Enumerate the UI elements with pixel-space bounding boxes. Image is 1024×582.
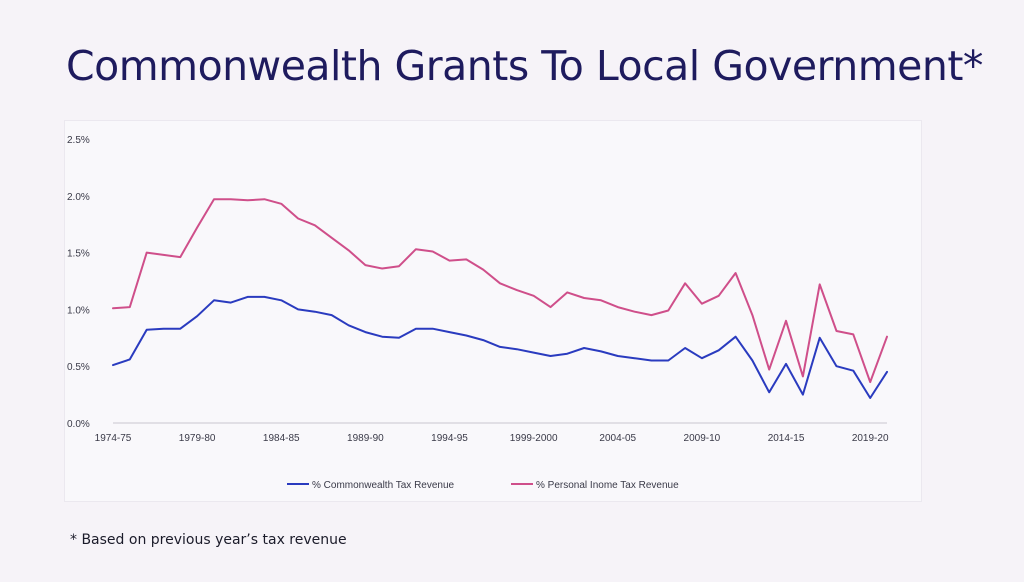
- footnote: * Based on previous year’s tax revenue: [70, 532, 347, 548]
- x-tick-label: 1974-75: [95, 433, 132, 444]
- x-tick-label: 2009-10: [684, 433, 721, 444]
- x-tick-label: 2004-05: [599, 433, 636, 444]
- x-tick-label: 2014-15: [768, 433, 805, 444]
- y-tick-label: 2.5%: [67, 135, 90, 146]
- y-tick-label: 1.5%: [67, 249, 90, 260]
- x-tick-label: 1984-85: [263, 433, 300, 444]
- slide-title: Commonwealth Grants To Local Government*: [66, 42, 983, 90]
- y-tick-label: 2.0%: [67, 192, 90, 203]
- y-tick-label: 1.0%: [67, 305, 90, 316]
- series-line-2: [112, 198, 888, 384]
- x-tick-label: 1989-90: [347, 433, 384, 444]
- chart-area: 0.0% 0.5% 1.0% 1.5% 2.0% 2.5% 1974-75 1979-80 19…: [64, 120, 922, 502]
- x-tick-label: 1999-2000: [510, 433, 558, 444]
- legend-label: % Commonwealth Tax Revenue: [312, 480, 455, 491]
- x-tick-label: 1979-80: [179, 433, 216, 444]
- line-chart: 0.0% 0.5% 1.0% 1.5% 2.0% 2.5% 1974-75 1979-80 19…: [67, 135, 889, 491]
- legend-label: % Personal Inome Tax Revenue: [536, 480, 679, 491]
- x-tick-label: 2019-20: [852, 433, 889, 444]
- y-tick-label: 0.0%: [67, 419, 90, 430]
- series-line-1: [112, 295, 888, 399]
- x-tick-label: 1994-95: [431, 433, 468, 444]
- y-tick-label: 0.5%: [67, 362, 90, 373]
